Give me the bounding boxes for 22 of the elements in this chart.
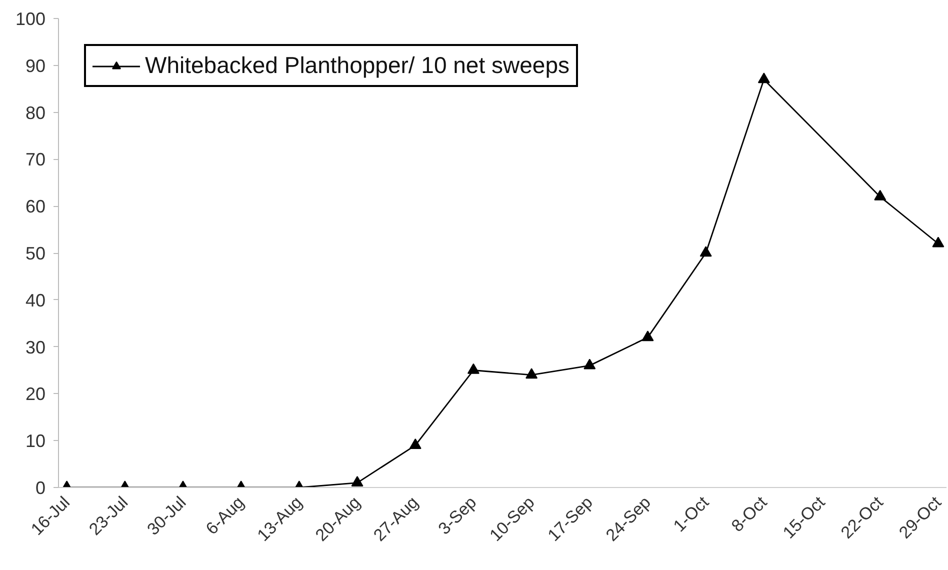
y-tick-label: 10 [25, 431, 46, 452]
y-tick-label: 40 [25, 290, 46, 310]
point [758, 72, 770, 84]
point [467, 363, 480, 374]
point [526, 368, 538, 379]
y-tick-label: 50 [25, 244, 46, 264]
legend-label: Whitebacked Planthopper/ 10 net sweeps [145, 52, 570, 79]
point [584, 358, 596, 370]
y-tick-label: 90 [25, 56, 46, 76]
point [932, 236, 944, 248]
y-tick-label: 100 [15, 9, 46, 29]
y-tick-label: 30 [25, 337, 46, 358]
y-tick-label: 0 [35, 478, 46, 498]
y-tick-label: 60 [25, 196, 46, 217]
y-tick-label: 20 [25, 384, 46, 404]
point [700, 246, 712, 257]
point [351, 476, 364, 486]
y-tick-label: 80 [25, 102, 46, 123]
point [874, 190, 886, 200]
y-tick-label: 70 [25, 150, 46, 170]
point [642, 330, 654, 342]
point [409, 438, 422, 449]
